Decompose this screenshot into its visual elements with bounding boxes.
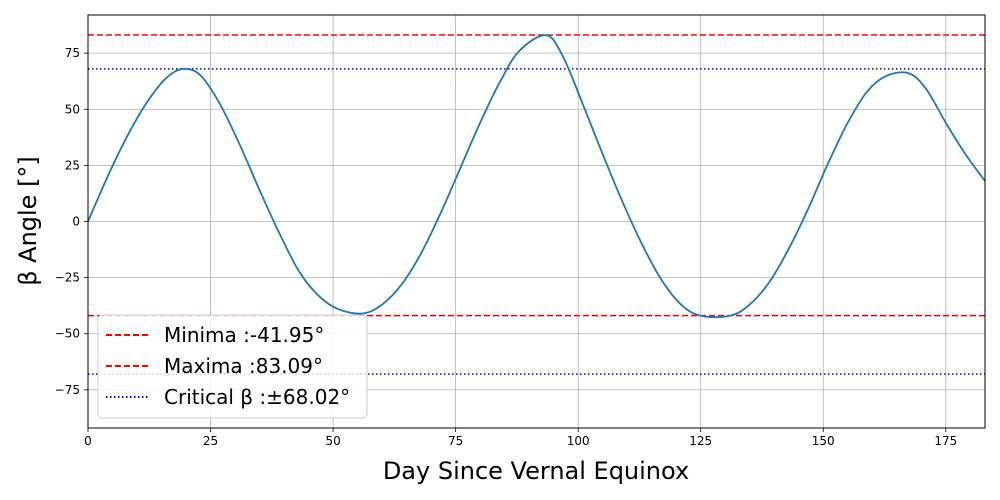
legend-label: Maxima :83.09° (164, 354, 323, 378)
x-tick-label: 0 (84, 434, 92, 448)
legend-label: Critical β :±68.02° (164, 385, 350, 409)
legend: Minima :-41.95° Maxima :83.09° Critical β … (97, 314, 368, 419)
beta-angle-series-line (88, 34, 985, 319)
y-tick-label: 50 (65, 102, 80, 116)
y-tick-label: 75 (65, 46, 80, 60)
x-tick-label: 50 (325, 434, 340, 448)
y-tick-label: −75 (55, 383, 80, 397)
y-tick-label: 25 (65, 158, 80, 172)
y-axis-ticks: −75 −50 −25 0 25 50 75 (55, 46, 88, 397)
x-axis-ticks: 0 25 50 75 100 125 150 175 (84, 428, 957, 448)
legend-label: Minima :-41.95° (164, 323, 324, 347)
legend-box (97, 314, 368, 419)
y-tick-label: 0 (72, 215, 80, 229)
x-tick-label: 25 (203, 434, 218, 448)
x-tick-label: 150 (812, 434, 835, 448)
x-tick-label: 175 (934, 434, 957, 448)
x-axis-label: Day Since Vernal Equinox (383, 457, 689, 485)
x-tick-label: 100 (567, 434, 590, 448)
series-layer (88, 34, 985, 319)
y-tick-label: −25 (55, 271, 80, 285)
x-tick-label: 75 (448, 434, 463, 448)
x-tick-label: 125 (689, 434, 712, 448)
y-tick-label: −50 (55, 327, 80, 341)
y-axis-label: β Angle [°] (14, 156, 42, 286)
